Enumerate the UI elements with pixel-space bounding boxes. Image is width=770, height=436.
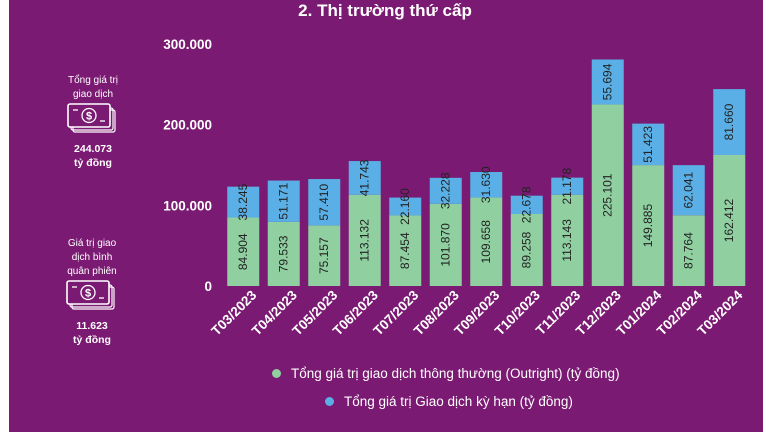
avg-value-label-line: dịch bình [71, 252, 113, 263]
bar-forward [308, 179, 341, 226]
data-label: 101.870 [439, 223, 453, 267]
bar-forward [429, 177, 462, 204]
bar-forward [389, 197, 422, 216]
legend-swatch-outright [272, 369, 281, 378]
bar-outright [389, 215, 422, 286]
data-label: 62.041 [682, 172, 696, 209]
data-label: 149.885 [641, 204, 655, 248]
x-tick-label: T03/2024 [694, 287, 745, 338]
data-label: 22.160 [398, 188, 412, 225]
data-label: 84.904 [236, 233, 250, 270]
data-label: 41.743 [358, 159, 372, 196]
bar-forward [632, 123, 665, 166]
bar-forward [510, 195, 543, 214]
svg-text:$: $ [86, 111, 92, 123]
money-icon: $ [66, 280, 115, 310]
bar-outright [632, 165, 665, 286]
bar-forward [348, 161, 381, 195]
svg-text:$: $ [85, 288, 91, 300]
page-title: 2. Thị trường thứ cấp [298, 1, 472, 20]
legend-label-forward: Tổng giá trị Giao dịch kỳ hạn (tỷ đồng) [344, 394, 573, 409]
total-value-label-line: giao dịch [72, 89, 114, 100]
bar-forward [551, 177, 584, 195]
data-label: 21.178 [560, 168, 574, 205]
legend-swatch-forward [325, 397, 334, 406]
avg-value-label-line: Giá trị giao [67, 238, 117, 249]
bar-forward [672, 165, 705, 216]
money-icon: $ [67, 103, 116, 133]
bar-outright [308, 225, 341, 286]
total-value-number: 244.073 [74, 143, 112, 155]
data-label: 81.660 [722, 103, 736, 140]
data-label: 57.410 [317, 184, 331, 221]
avg-value-label-line: quân phiên [67, 266, 117, 277]
legend-item-forward: Tổng giá trị Giao dịch kỳ hạn (tỷ đồng) [325, 394, 573, 409]
bar-outright [348, 194, 381, 286]
bar-forward [227, 186, 260, 218]
data-label: 89.258 [520, 231, 534, 268]
bar-outright [672, 215, 705, 286]
data-label: 22.678 [520, 186, 534, 223]
avg-value-number: 11.623 [76, 320, 108, 332]
data-label: 51.423 [641, 126, 655, 163]
bar-forward [267, 180, 300, 222]
data-label: 75.157 [317, 237, 331, 274]
avg-value-unit: tỷ đồng [73, 334, 111, 346]
y-tick-label: 100.000 [163, 198, 212, 213]
data-label: 38.245 [236, 183, 250, 220]
total-value-unit: tỷ đồng [74, 157, 112, 169]
data-label: 87.764 [682, 232, 696, 269]
bar-forward [470, 172, 503, 198]
bar-outright [267, 221, 300, 286]
y-tick-label: 200.000 [163, 118, 212, 133]
y-tick-label: 0 [204, 279, 212, 294]
data-label: 32.228 [439, 172, 453, 209]
y-tick-label: 300.000 [163, 37, 212, 52]
data-label: 109.658 [479, 220, 493, 264]
data-label: 79.533 [277, 235, 291, 272]
legend-item-outright: Tổng giá trị giao dịch thông thường (Out… [272, 366, 620, 381]
bar-outright [713, 154, 746, 286]
bar-outright [591, 104, 624, 287]
data-label: 113.132 [358, 219, 372, 262]
bar-outright [510, 213, 543, 286]
bar-outright [551, 194, 584, 286]
bar-outright [227, 217, 260, 286]
total-value-stat: Tổng giá trị giao dịch $ 244.073 tỷ đồng [52, 74, 134, 170]
bar-forward [713, 89, 746, 155]
data-label: 87.454 [398, 232, 412, 269]
total-value-label-line: Tổng giá trị [67, 75, 119, 86]
legend-label-outright: Tổng giá trị giao dịch thông thường (Out… [291, 366, 620, 381]
data-label: 113.143 [560, 219, 574, 262]
bar-forward [591, 59, 624, 105]
bar-outright [470, 197, 503, 286]
data-label: 31.630 [479, 166, 493, 203]
data-label: 51.171 [277, 183, 291, 220]
bar-outright [429, 203, 462, 286]
data-label: 162.412 [722, 198, 736, 242]
avg-session-value-stat: Giá trị giao dịch bình quân phiên $ 11.6… [50, 237, 134, 347]
data-label: 225.101 [601, 173, 615, 217]
data-label: 55.694 [601, 63, 615, 100]
